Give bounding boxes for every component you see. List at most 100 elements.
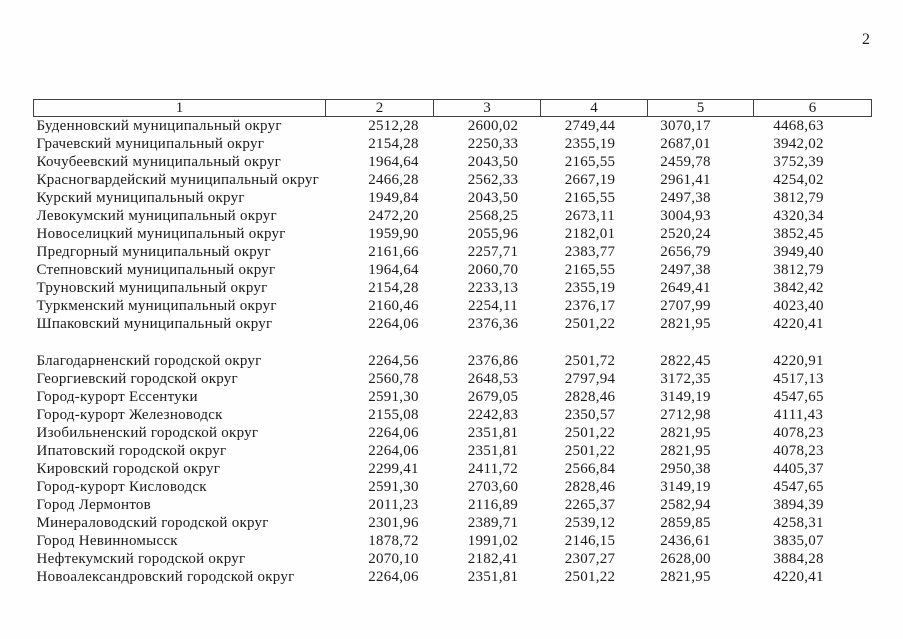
table-row: Благодарненский городской округ 2264,56 … xyxy=(34,352,872,370)
value-col-2: 2264,06 xyxy=(368,425,419,441)
value-col-2: 2591,30 xyxy=(368,389,419,405)
value-col-5: 2821,95 xyxy=(660,316,711,332)
district-name: Новоалександровский городской округ xyxy=(36,569,295,585)
table-row: Грачевский муниципальный округ 2154,28 2… xyxy=(34,135,872,153)
page-number: 2 xyxy=(862,31,870,48)
district-name: Предгорный муниципальный округ xyxy=(36,244,271,260)
value-col-6: 4468,63 xyxy=(773,118,824,134)
value-col-4: 2667,19 xyxy=(564,172,616,188)
value-col-6: 4111,43 xyxy=(773,407,824,423)
value-col-4: 2383,77 xyxy=(564,244,616,260)
value-col-2: 2070,10 xyxy=(368,551,419,567)
value-col-5: 2687,01 xyxy=(660,136,711,152)
value-col-6: 3852,45 xyxy=(773,226,824,242)
value-col-3: 2376,86 xyxy=(467,353,519,369)
value-col-5: 3172,35 xyxy=(660,371,711,387)
value-col-4: 2501,22 xyxy=(564,316,616,332)
value-col-4: 2355,19 xyxy=(564,136,616,152)
value-col-5: 2436,61 xyxy=(660,533,711,549)
value-col-6: 3752,39 xyxy=(773,154,824,170)
value-col-6: 4547,65 xyxy=(773,479,824,495)
value-col-2: 2264,06 xyxy=(368,569,419,585)
value-col-6: 3884,28 xyxy=(773,551,824,567)
district-name: Нефтекумский городской округ xyxy=(36,551,246,567)
value-col-4: 2566,84 xyxy=(564,461,616,477)
value-col-5: 2707,99 xyxy=(660,298,711,314)
value-col-2: 1949,84 xyxy=(368,190,419,206)
district-name: Георгиевский городской округ xyxy=(36,371,238,387)
value-col-3: 2043,50 xyxy=(467,190,519,206)
gap-cell xyxy=(34,333,872,352)
value-col-3: 2703,60 xyxy=(467,479,519,495)
district-name: Город Лермонтов xyxy=(36,497,152,513)
table-row: Курский муниципальный округ 1949,84 2043… xyxy=(34,189,872,207)
district-name: Туркменский муниципальный округ xyxy=(36,298,277,314)
value-col-5: 2822,45 xyxy=(660,353,711,369)
value-col-5: 2961,41 xyxy=(660,172,711,188)
district-name: Изобильненский городской округ xyxy=(36,425,259,441)
value-col-5: 2821,95 xyxy=(660,425,711,441)
district-name: Кочубеевский муниципальный округ xyxy=(36,154,282,170)
group-gap-row xyxy=(34,333,872,352)
column-header-3: 3 xyxy=(433,99,541,117)
value-col-4: 2265,37 xyxy=(564,497,616,513)
table-header-row: 1 2 3 4 5 6 xyxy=(33,99,872,117)
district-name: Кировский городской округ xyxy=(36,461,221,477)
value-col-5: 2821,95 xyxy=(660,569,711,585)
table-row: Труновский муниципальный округ 2154,28 2… xyxy=(34,279,872,297)
value-col-5: 2582,94 xyxy=(660,497,711,513)
district-name: Минераловодский городской округ xyxy=(36,515,269,531)
table-row: Нефтекумский городской округ 2070,10 218… xyxy=(34,550,872,568)
value-col-4: 2350,57 xyxy=(564,407,616,423)
district-name: Город-курорт Кисловодск xyxy=(36,479,207,495)
value-col-5: 2821,95 xyxy=(660,443,711,459)
value-col-3: 2562,33 xyxy=(467,172,519,188)
column-header-2: 2 xyxy=(325,99,434,117)
value-col-5: 2459,78 xyxy=(660,154,711,170)
value-col-4: 2501,22 xyxy=(564,425,616,441)
table-row: Изобильненский городской округ 2264,06 2… xyxy=(34,424,872,442)
value-col-4: 2828,46 xyxy=(564,479,616,495)
district-name: Грачевский муниципальный округ xyxy=(36,136,265,152)
district-name: Город-курорт Ессентуки xyxy=(36,389,198,405)
table-row: Георгиевский городской округ 2560,78 264… xyxy=(34,370,872,388)
district-name: Степновский муниципальный округ xyxy=(36,262,276,278)
value-col-3: 2055,96 xyxy=(467,226,519,242)
table-row: Буденновский муниципальный округ 2512,28… xyxy=(34,117,872,136)
value-col-6: 4547,65 xyxy=(773,389,824,405)
value-col-3: 1991,02 xyxy=(467,533,519,549)
value-col-2: 2560,78 xyxy=(368,371,419,387)
value-col-4: 2501,72 xyxy=(564,353,616,369)
value-col-5: 2497,38 xyxy=(660,190,711,206)
value-col-3: 2351,81 xyxy=(467,569,519,585)
value-col-4: 2501,22 xyxy=(564,443,616,459)
table-body: Буденновский муниципальный округ 2512,28… xyxy=(34,117,872,587)
value-col-3: 2060,70 xyxy=(467,262,519,278)
table-row: Красногвардейский муниципальный округ 24… xyxy=(34,171,872,189)
value-col-2: 2160,46 xyxy=(368,298,419,314)
value-col-5: 2497,38 xyxy=(660,262,711,278)
district-name: Благодарненский городской округ xyxy=(36,353,262,369)
value-col-6: 4320,34 xyxy=(773,208,824,224)
value-col-6: 4517,13 xyxy=(773,371,824,387)
value-col-4: 2165,55 xyxy=(564,154,616,170)
value-col-5: 3004,93 xyxy=(660,208,711,224)
value-col-2: 2466,28 xyxy=(368,172,419,188)
district-name: Левокумский муниципальный округ xyxy=(36,208,277,224)
district-name: Новоселицкий муниципальный округ xyxy=(36,226,286,242)
table-row: Город-курорт Железноводск 2155,08 2242,8… xyxy=(34,406,872,424)
value-col-4: 2165,55 xyxy=(564,262,616,278)
value-col-3: 2351,81 xyxy=(467,443,519,459)
value-col-2: 2299,41 xyxy=(368,461,419,477)
value-col-5: 3070,17 xyxy=(660,118,711,134)
value-col-3: 2411,72 xyxy=(468,461,518,477)
value-col-6: 3835,07 xyxy=(773,533,824,549)
value-col-6: 4220,41 xyxy=(773,316,824,332)
value-col-4: 2355,19 xyxy=(564,280,616,296)
value-col-3: 2242,83 xyxy=(467,407,519,423)
table-row: Предгорный муниципальный округ 2161,66 2… xyxy=(34,243,872,261)
value-col-6: 4023,40 xyxy=(773,298,824,314)
district-name: Город-курорт Железноводск xyxy=(36,407,223,423)
value-col-6: 3942,02 xyxy=(773,136,824,152)
